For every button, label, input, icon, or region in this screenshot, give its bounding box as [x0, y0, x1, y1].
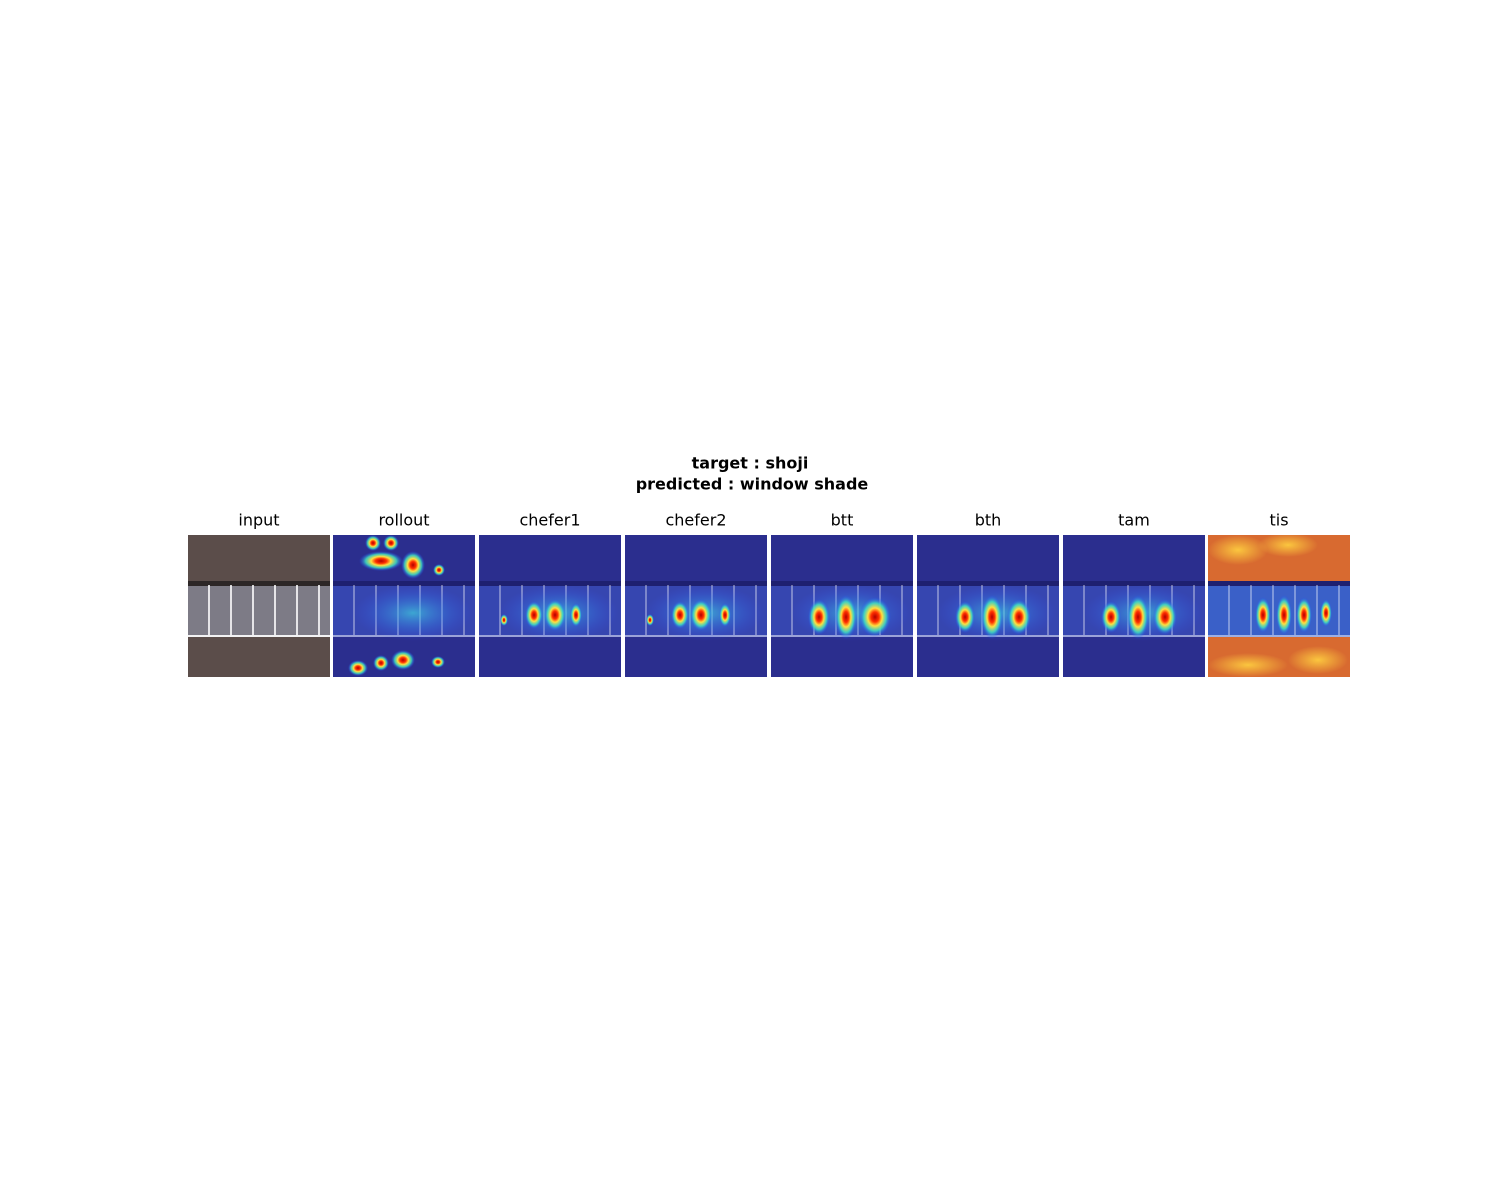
hotspot [1101, 601, 1121, 633]
window-ledge [479, 581, 621, 586]
panel-image [333, 535, 475, 677]
window-bar [1228, 585, 1230, 635]
hotspot [1320, 599, 1332, 627]
window-bar [274, 585, 276, 635]
hotspot [955, 601, 975, 633]
heat-patch [1258, 535, 1318, 557]
hotspot [1007, 599, 1031, 635]
window-ledge [771, 581, 913, 586]
panel-label: chefer2 [665, 511, 726, 530]
hotspot [671, 601, 689, 629]
hotspot [1255, 597, 1271, 633]
heat-patch [1288, 646, 1348, 674]
window-bar [318, 585, 320, 635]
panel-image [1063, 535, 1205, 677]
window-bar [1294, 585, 1296, 635]
window-bar [1272, 585, 1274, 635]
hotspot [859, 597, 891, 637]
hotspot [981, 595, 1003, 639]
hotspot [1276, 595, 1292, 635]
window-bar [296, 585, 298, 635]
window-bar [230, 585, 232, 635]
panel-image [188, 535, 330, 677]
panel-label: btt [831, 511, 854, 530]
hotspot [835, 595, 857, 639]
hotspot [1296, 597, 1312, 633]
panel-label: chefer1 [519, 511, 580, 530]
window-bar [1250, 585, 1252, 635]
title-line: target : shoji [692, 454, 809, 473]
window-ledge [333, 581, 475, 586]
hotspot [391, 650, 415, 670]
window-ledge [188, 581, 330, 586]
panel-image [917, 535, 1059, 677]
window-bar [208, 585, 210, 635]
panel-label: tam [1118, 511, 1150, 530]
panel-label: rollout [378, 511, 429, 530]
window-band [188, 583, 330, 637]
hotspot [359, 551, 403, 571]
title-line: predicted : window shade [636, 475, 869, 494]
window-bar [1316, 585, 1318, 635]
panel-label: tis [1269, 511, 1288, 530]
window-sill [1208, 635, 1350, 637]
hotspot [570, 603, 582, 627]
hotspot [808, 599, 830, 635]
hotspot [690, 599, 712, 631]
window-bar [1338, 585, 1340, 635]
panel-label: bth [975, 511, 1002, 530]
hotspot [1153, 599, 1177, 635]
hotspot [431, 656, 445, 668]
heat-patch [1208, 535, 1268, 565]
panel-image [771, 535, 913, 677]
heat-patch [1208, 653, 1288, 677]
window-ledge [917, 581, 1059, 586]
glow [353, 585, 473, 641]
hotspot [1127, 595, 1149, 639]
hotspot [719, 603, 731, 627]
hotspot [544, 599, 566, 631]
window-ledge [1063, 581, 1205, 586]
hotspot [500, 614, 508, 626]
window-ledge [625, 581, 767, 586]
panel-label: input [238, 511, 279, 530]
hotspot [383, 535, 399, 551]
hotspot [646, 614, 654, 626]
panel-image [1208, 535, 1350, 677]
panel-image [479, 535, 621, 677]
window-sill [188, 635, 330, 637]
window-bar [252, 585, 254, 635]
hotspot [525, 601, 543, 629]
window-ledge [1208, 581, 1350, 586]
hotspot [348, 660, 368, 676]
hotspot [373, 655, 389, 671]
hotspot [365, 535, 381, 551]
hotspot [401, 551, 425, 579]
hotspot [433, 564, 445, 576]
panel-image [625, 535, 767, 677]
